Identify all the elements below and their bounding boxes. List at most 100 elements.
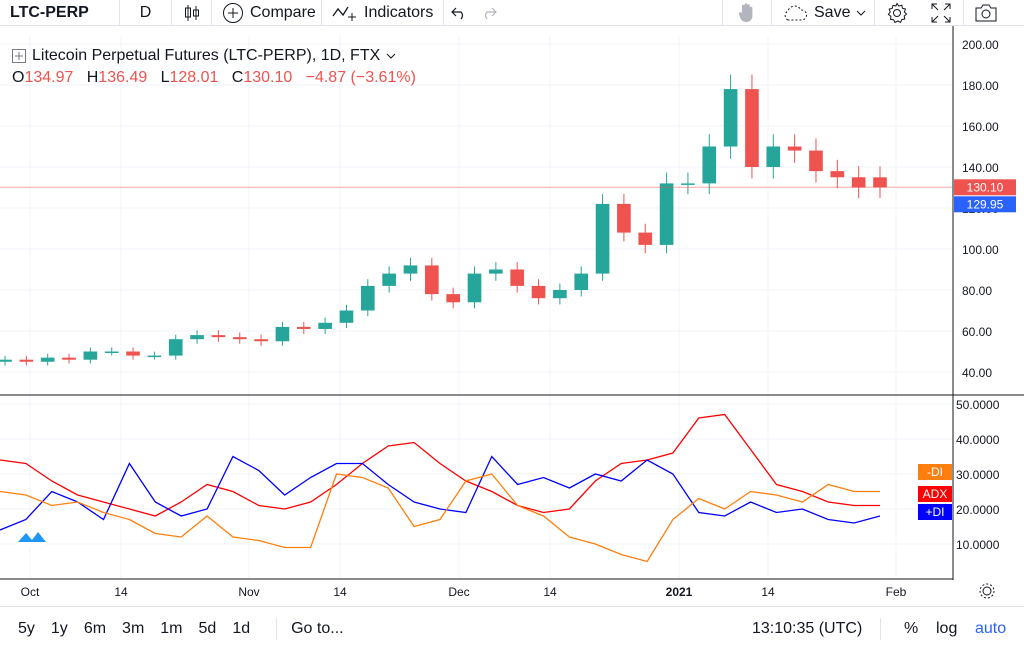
- line-price-badge: [954, 196, 1016, 213]
- candle-body: [702, 146, 717, 184]
- candle-body: [638, 232, 653, 245]
- candle-body: [574, 273, 589, 290]
- candle-body: [147, 355, 162, 358]
- candle-body: [62, 357, 76, 360]
- time-tick-label: Feb: [886, 585, 907, 599]
- redo-icon: [481, 6, 497, 20]
- candle-body: [360, 285, 375, 311]
- candle-body: [851, 177, 866, 188]
- time-tick-label: Nov: [238, 585, 259, 599]
- snapshot-button[interactable]: [963, 0, 1008, 25]
- symbol-search[interactable]: LTC-PERP: [0, 0, 120, 25]
- price-tick-label: 60.00: [962, 325, 992, 339]
- camera-icon: [974, 3, 998, 23]
- time-tick-label: Oct: [21, 585, 40, 599]
- legend-title-row[interactable]: Litecoin Perpetual Futures (LTC-PERP), 1…: [12, 45, 416, 67]
- price-tick-label: 160.00: [962, 120, 999, 134]
- line-price-label: 129.95: [967, 197, 1004, 211]
- candle-body: [659, 183, 674, 245]
- price-tick-label: 100.00: [962, 243, 999, 257]
- tradingview-logo-icon: [14, 526, 48, 548]
- series-line-adx: [0, 413, 880, 517]
- interval-label: D: [139, 3, 152, 21]
- adx-tick-label: 40.0000: [956, 433, 1000, 447]
- save-button[interactable]: Save: [772, 0, 874, 25]
- price-tick-label: 180.00: [962, 79, 999, 93]
- save-label: Save: [814, 3, 851, 21]
- candle-body: [617, 203, 631, 233]
- close-value: 130.10: [243, 69, 293, 86]
- last-price-label: 130.10: [967, 180, 1004, 194]
- candle-body: [232, 337, 247, 340]
- candle-body: [467, 273, 482, 303]
- candle-body: [19, 359, 34, 362]
- candle-body: [830, 171, 845, 178]
- indicators-icon: [332, 4, 358, 22]
- time-tick-label: 14: [333, 585, 347, 599]
- legend-ohlc: O134.97 H136.49 L128.01 C130.10 −4.87 (−…: [12, 67, 416, 89]
- candle-body: [809, 150, 823, 172]
- range-6m[interactable]: 6m: [83, 620, 107, 637]
- candle-body: [787, 146, 802, 151]
- range-1y[interactable]: 1y: [50, 620, 68, 637]
- candles-icon: [184, 4, 200, 22]
- expand-icon[interactable]: [12, 49, 26, 63]
- candle-body: [510, 269, 525, 286]
- price-tick-label: 40.00: [962, 366, 992, 380]
- adx-legend-badge: [918, 464, 952, 480]
- candle-body: [339, 310, 354, 323]
- candle-body: [446, 294, 460, 303]
- range-buttons: 5y 1y 6m 3m 1m 5d 1d: [0, 620, 258, 638]
- undo-icon: [451, 6, 467, 20]
- candle-body: [83, 351, 98, 360]
- adx-legend-label: +DI: [925, 505, 944, 519]
- candle-body: [873, 177, 887, 188]
- chart-style-button[interactable]: [172, 0, 212, 25]
- candle-body: [531, 285, 546, 299]
- goto-button[interactable]: Go to...: [276, 618, 344, 640]
- series-line-di: [0, 473, 880, 563]
- percent-toggle[interactable]: %: [904, 620, 918, 638]
- series-line-di: [0, 455, 881, 531]
- symbol-label: LTC-PERP: [10, 3, 89, 21]
- legend-title: Litecoin Perpetual Futures (LTC-PERP), 1…: [32, 47, 381, 64]
- interval-button[interactable]: D: [120, 0, 172, 25]
- adx-legend-badge: [918, 486, 952, 502]
- gear-center: [982, 586, 992, 596]
- fullscreen-button[interactable]: [919, 0, 963, 25]
- undo-button[interactable]: [444, 6, 474, 20]
- range-3m[interactable]: 3m: [122, 620, 145, 637]
- candle-body: [190, 335, 204, 340]
- high-value: 136.49: [98, 69, 148, 86]
- candle-body: [553, 290, 567, 299]
- chevron-down-icon[interactable]: [386, 53, 396, 59]
- candle-body: [766, 146, 781, 167]
- price-tick-label: 140.00: [962, 161, 999, 175]
- hand-button[interactable]: [722, 0, 772, 25]
- adx-tick-label: 10.0000: [956, 538, 1000, 552]
- log-toggle[interactable]: log: [936, 620, 957, 638]
- adx-tick-label: 20.0000: [956, 503, 1000, 517]
- auto-toggle[interactable]: auto: [975, 620, 1006, 638]
- price-tick-label: 200.00: [962, 38, 999, 52]
- candle-body: [168, 339, 183, 356]
- range-5d[interactable]: 5d: [198, 620, 217, 637]
- open-value: 134.97: [24, 69, 74, 86]
- redo-button[interactable]: [474, 6, 504, 20]
- time-tick-label: Dec: [448, 585, 469, 599]
- indicators-button[interactable]: Indicators: [322, 0, 444, 25]
- chart-area[interactable]: 200.00180.00160.00140.00120.00100.0080.0…: [0, 26, 1024, 606]
- price-tick-label: 80.00: [962, 284, 992, 298]
- range-1d[interactable]: 1d: [232, 620, 251, 637]
- last-price-badge: [954, 179, 1016, 196]
- hand-icon: [738, 2, 756, 24]
- fullscreen-icon: [930, 2, 952, 24]
- range-5y[interactable]: 5y: [18, 620, 35, 637]
- settings-button[interactable]: [874, 0, 919, 25]
- range-1m[interactable]: 1m: [160, 620, 183, 637]
- clock[interactable]: 13:10:35 (UTC): [752, 620, 862, 638]
- gear-teeth: [979, 583, 995, 599]
- time-tick-label: 14: [114, 585, 128, 599]
- compare-button[interactable]: Compare: [212, 0, 322, 25]
- gear-icon: [886, 1, 908, 24]
